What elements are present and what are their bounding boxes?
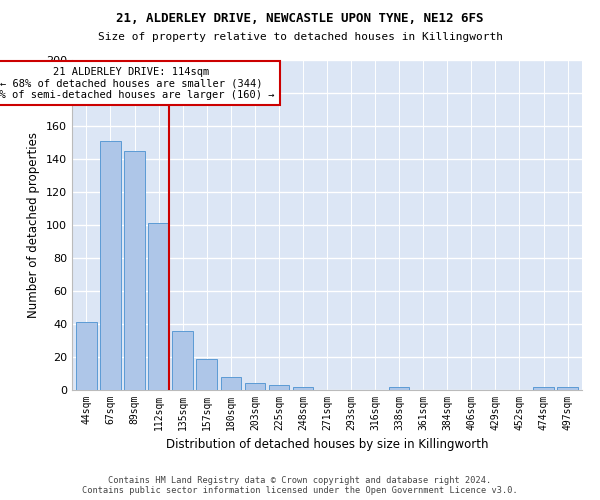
Bar: [172, 330, 193, 390]
Bar: [196, 358, 217, 390]
Bar: [557, 386, 578, 390]
Bar: [148, 224, 169, 390]
Y-axis label: Number of detached properties: Number of detached properties: [28, 132, 40, 318]
Text: Size of property relative to detached houses in Killingworth: Size of property relative to detached ho…: [97, 32, 503, 42]
Bar: [389, 386, 409, 390]
Bar: [533, 386, 554, 390]
Bar: [76, 322, 97, 390]
Bar: [221, 377, 241, 390]
Bar: [245, 384, 265, 390]
Text: 21, ALDERLEY DRIVE, NEWCASTLE UPON TYNE, NE12 6FS: 21, ALDERLEY DRIVE, NEWCASTLE UPON TYNE,…: [116, 12, 484, 26]
Bar: [269, 385, 289, 390]
X-axis label: Distribution of detached houses by size in Killingworth: Distribution of detached houses by size …: [166, 438, 488, 452]
Bar: [293, 386, 313, 390]
Bar: [124, 151, 145, 390]
Text: Contains HM Land Registry data © Crown copyright and database right 2024.
Contai: Contains HM Land Registry data © Crown c…: [82, 476, 518, 495]
Text: 21 ALDERLEY DRIVE: 114sqm
← 68% of detached houses are smaller (344)
32% of semi: 21 ALDERLEY DRIVE: 114sqm ← 68% of detac…: [0, 66, 275, 100]
Bar: [100, 141, 121, 390]
